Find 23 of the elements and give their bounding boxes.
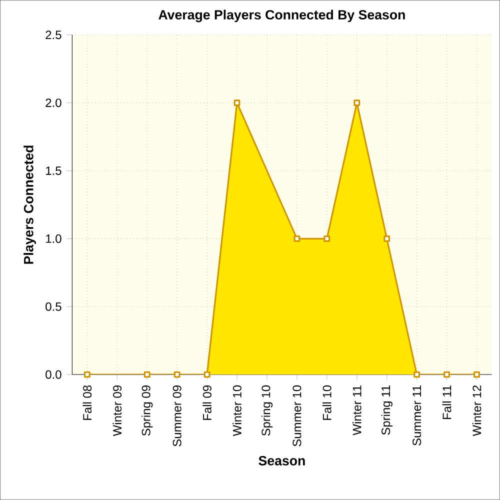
x-tick-label: Fall 09	[202, 386, 212, 420]
x-tick-label: Fall 08	[82, 385, 92, 420]
y-tick-label: 0.0	[46, 370, 62, 379]
y-tick-label: 2.0	[46, 98, 62, 108]
x-tick-label: Fall 11	[442, 386, 452, 420]
x-tick-label: Winter 09	[112, 386, 122, 436]
x-tick-label: Spring 11	[381, 386, 392, 435]
y-tick-label: 0.5	[46, 302, 62, 311]
x-axis-title: Season	[258, 456, 305, 466]
x-tick-label: Winter 10	[232, 385, 242, 436]
x-tick-label: Summer 10	[292, 385, 302, 446]
x-tick-label: Winter 11	[352, 386, 362, 436]
y-axis-title: Players Connected	[24, 146, 36, 264]
x-tick-label: Summer 11	[412, 386, 422, 446]
x-tick-label: Winter 12	[472, 386, 482, 436]
x-tick-label: Spring 10	[261, 385, 273, 436]
y-tick-label: 2.5	[46, 30, 62, 40]
x-tick-label: Spring 09	[142, 386, 153, 436]
y-tick-label: 1.0	[46, 234, 62, 243]
y-tick-label: 1.5	[46, 166, 62, 175]
x-tick-label: Fall 10	[322, 385, 332, 420]
chart-title: Average Players Connected By Season	[158, 10, 405, 22]
x-tick-label: Summer 09	[172, 386, 182, 446]
